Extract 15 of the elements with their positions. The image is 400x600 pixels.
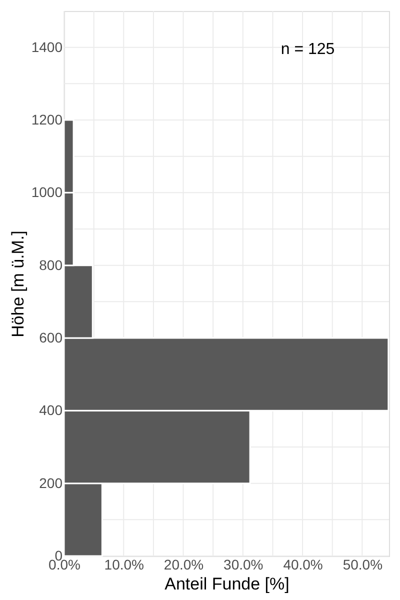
y-tick-label: 1200 — [31, 112, 63, 128]
y-tick-label: 1400 — [31, 38, 63, 55]
x-tick-label: 20.0% — [164, 556, 204, 572]
x-tick-label: 10.0% — [104, 556, 144, 572]
y-tick-label: 200 — [39, 474, 63, 491]
x-tick-label: 30.0% — [224, 556, 264, 572]
y-tick-label: 800 — [39, 256, 63, 273]
y-tick-label: 1000 — [31, 184, 63, 200]
y-tick-label: 400 — [39, 402, 63, 418]
x-axis-title: Anteil Funde [%] — [164, 574, 290, 594]
annotation: n = 125 — [280, 41, 335, 58]
y-axis-title: Höhe [m ü.M.] — [8, 230, 28, 338]
y-tick-label: 600 — [39, 330, 63, 346]
x-tick-label: 40.0% — [283, 556, 323, 572]
x-tick-label: 50.0% — [342, 556, 383, 572]
